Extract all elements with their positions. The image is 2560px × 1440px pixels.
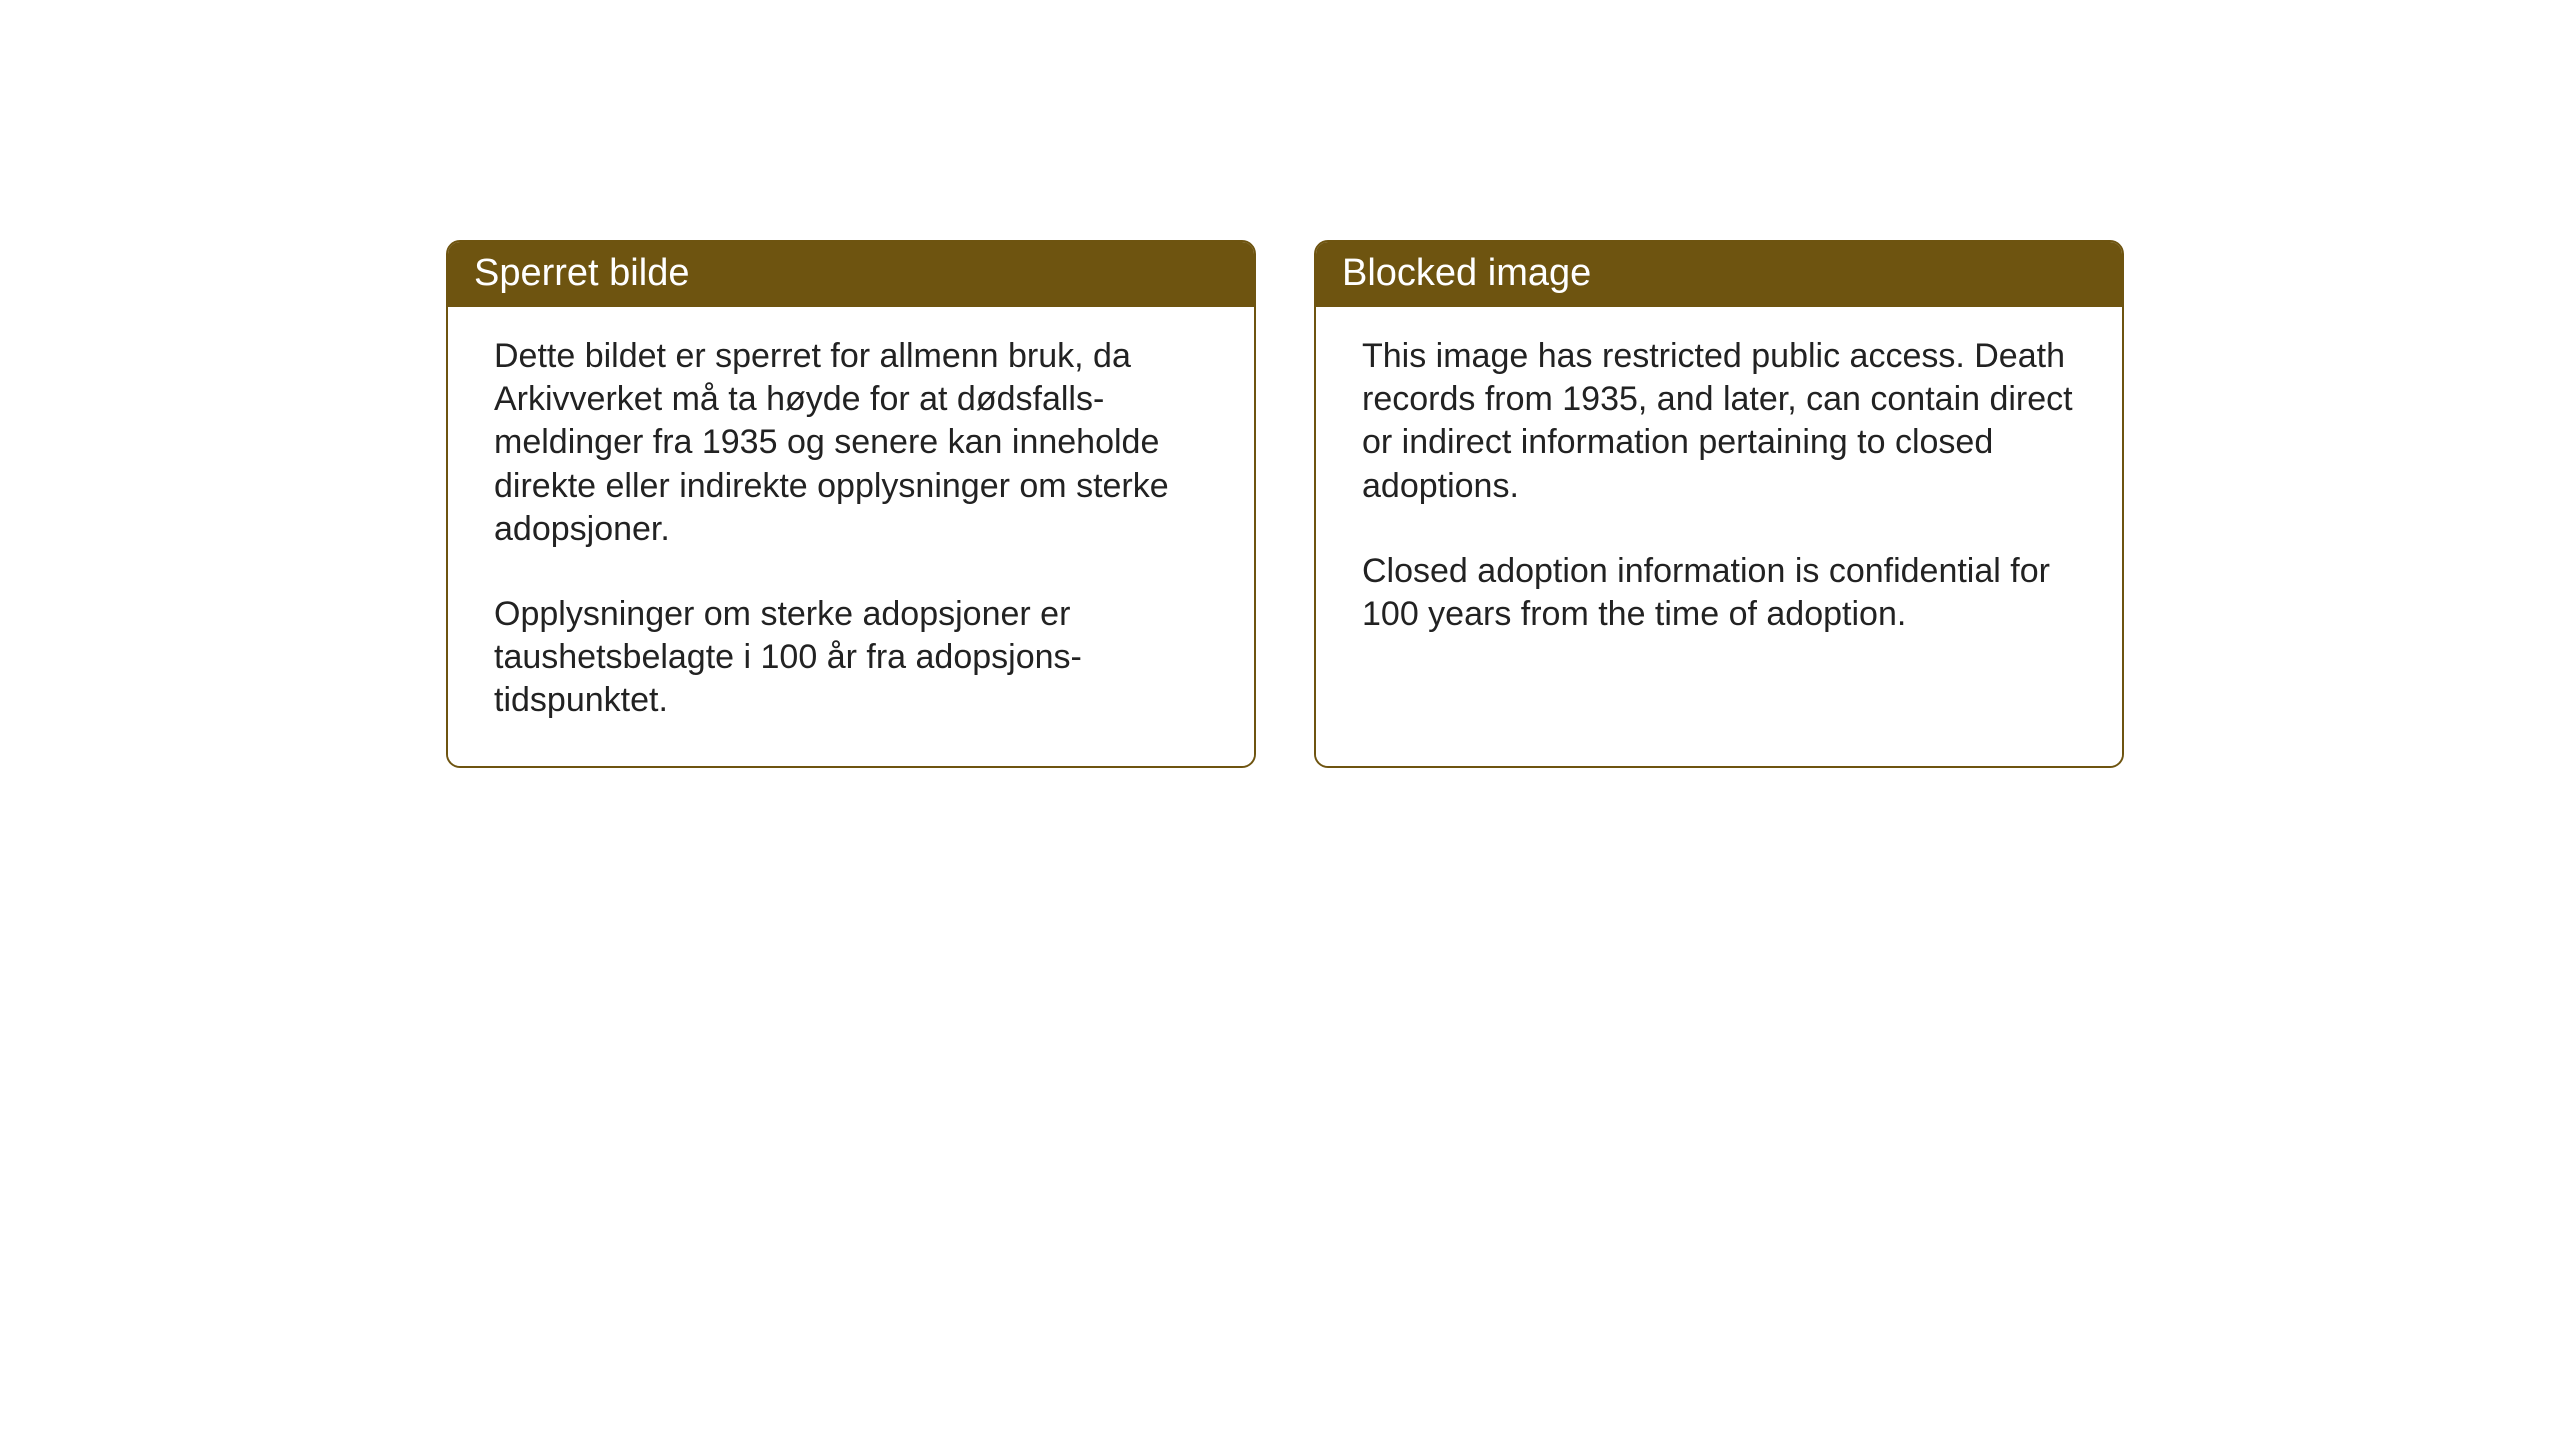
notice-body-english: This image has restricted public access.… xyxy=(1316,307,2122,766)
notice-paragraph-2-norwegian: Opplysninger om sterke adopsjoner er tau… xyxy=(494,593,1208,723)
notice-header-norwegian: Sperret bilde xyxy=(448,242,1254,307)
notice-title-english: Blocked image xyxy=(1342,252,1591,294)
notice-container: Sperret bilde Dette bildet er sperret fo… xyxy=(446,240,2124,768)
notice-title-norwegian: Sperret bilde xyxy=(474,252,689,294)
notice-body-norwegian: Dette bildet er sperret for allmenn bruk… xyxy=(448,307,1254,766)
notice-paragraph-2-english: Closed adoption information is confident… xyxy=(1362,550,2076,636)
notice-header-english: Blocked image xyxy=(1316,242,2122,307)
notice-paragraph-1-english: This image has restricted public access.… xyxy=(1362,335,2076,508)
notice-card-english: Blocked image This image has restricted … xyxy=(1314,240,2124,768)
notice-card-norwegian: Sperret bilde Dette bildet er sperret fo… xyxy=(446,240,1256,768)
notice-paragraph-1-norwegian: Dette bildet er sperret for allmenn bruk… xyxy=(494,335,1208,551)
